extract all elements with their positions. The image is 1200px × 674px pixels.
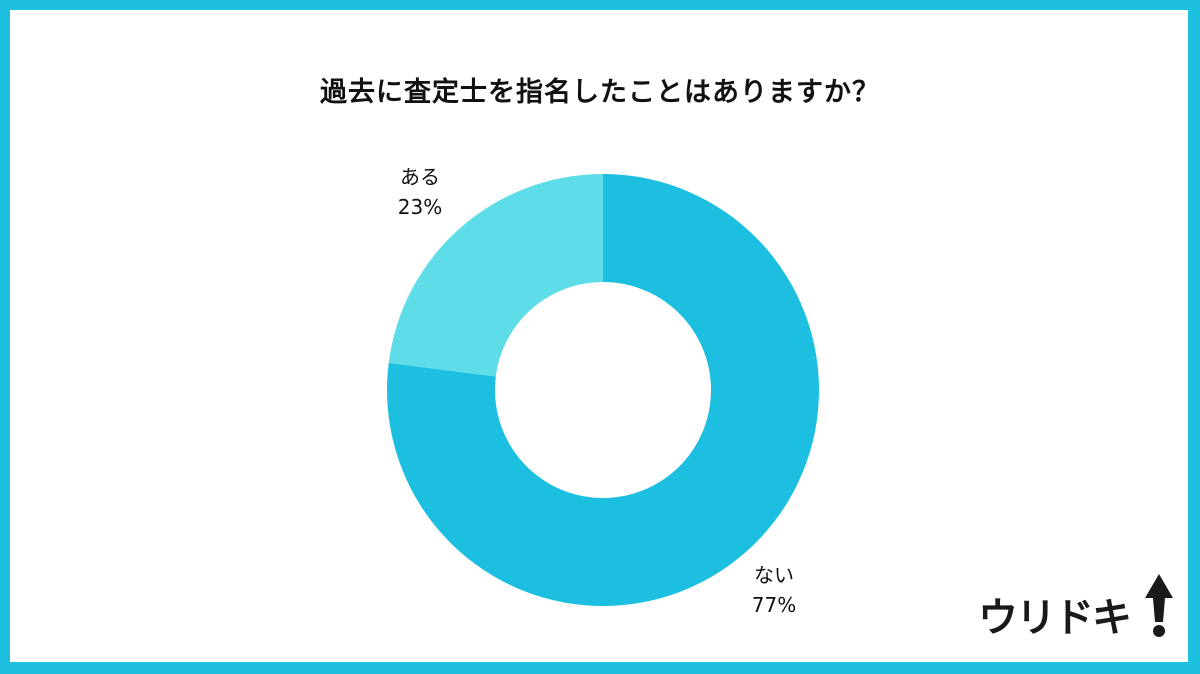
chart-title: 過去に査定士を指名したことはありますか？ (320, 77, 880, 108)
slice-label-value: 23% (397, 195, 443, 219)
slice-label-value: 77% (751, 593, 797, 617)
logo-arrow-icon (1145, 574, 1173, 637)
donut-slice-1 (388, 174, 603, 377)
brand-logo: ウリドキ (978, 595, 1132, 641)
donut-slice-0 (387, 174, 819, 607)
slice-label-aru: ある 23% (380, 162, 460, 222)
slice-label-name: ある (400, 165, 440, 189)
slice-label-name: ない (754, 563, 794, 587)
slice-label-nai: ない 77% (734, 560, 814, 620)
